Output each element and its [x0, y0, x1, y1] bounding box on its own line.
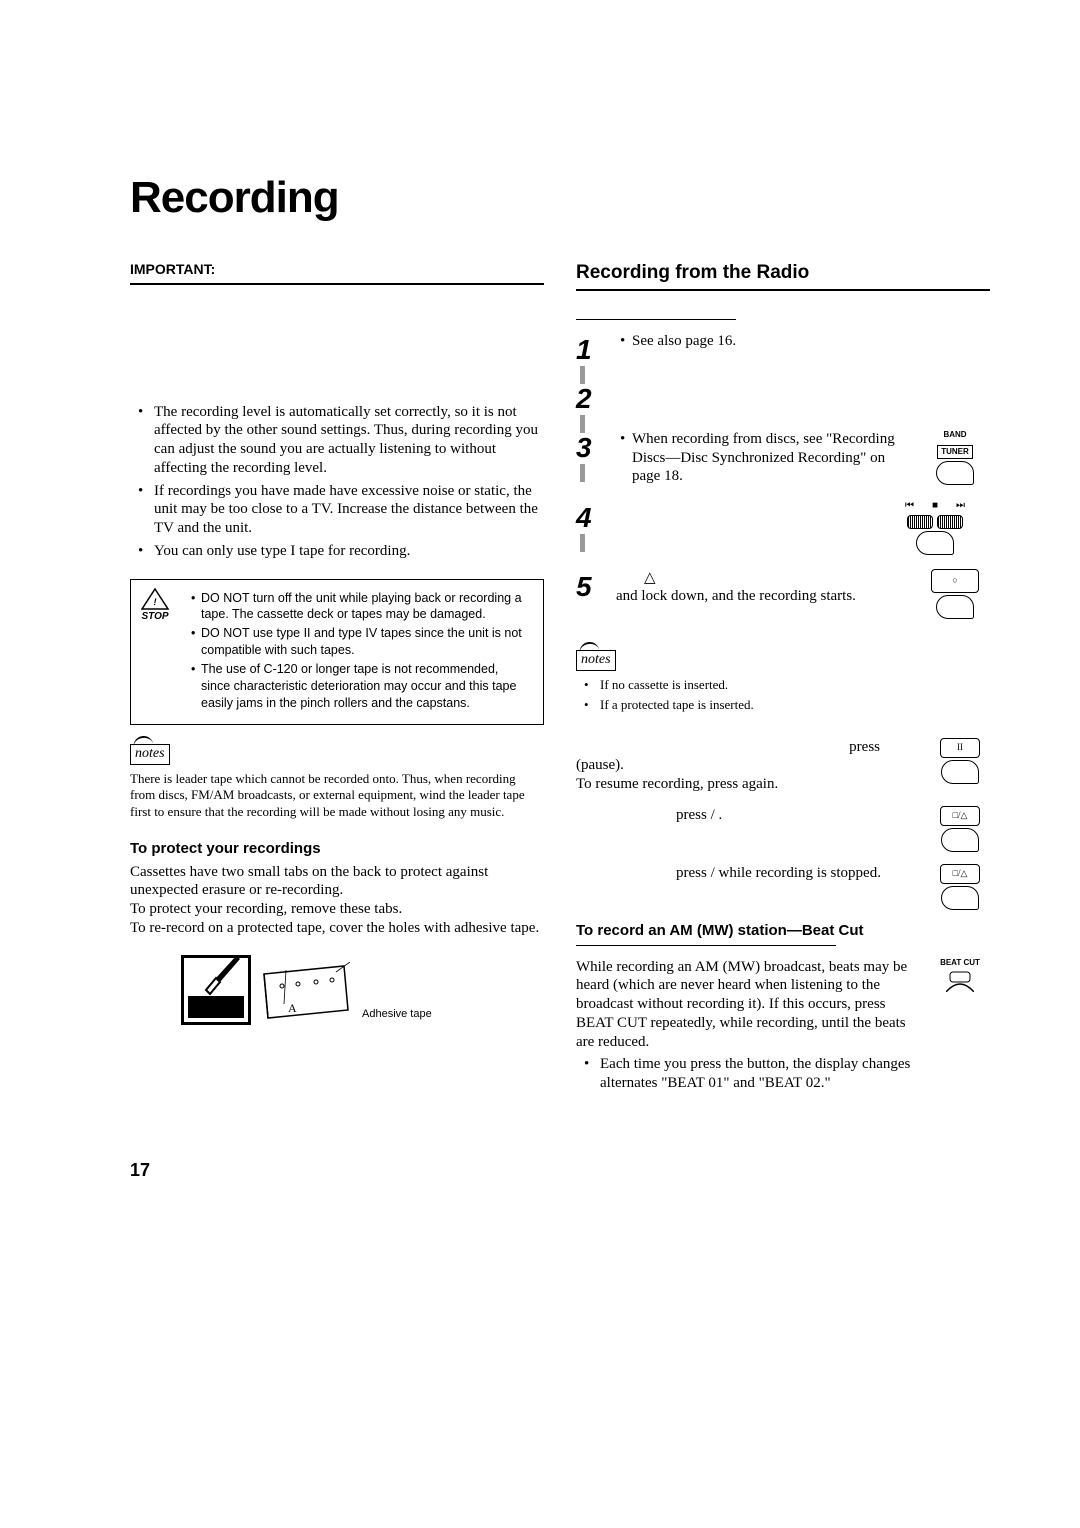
radio-rule — [576, 289, 990, 291]
two-column-layout: IMPORTANT: The recording level is automa… — [130, 261, 990, 1109]
beatcut-button-icon — [946, 970, 974, 992]
notes-right-2: If a protected tape is inserted. — [590, 697, 990, 713]
screwdriver-icon — [180, 954, 252, 1026]
pause-line-c: To resume recording, press again. — [576, 775, 920, 794]
intro-bullet-1: The recording level is automatically set… — [144, 403, 544, 478]
deck-buttons-icon — [880, 515, 990, 529]
svg-text:!: ! — [154, 597, 157, 607]
protect-p1: Cassettes have two small tabs on the bac… — [130, 863, 544, 901]
remove-illustration: □/△ — [930, 864, 990, 910]
warn-bullet-2: DO NOT use type II and type IV tapes sin… — [191, 625, 531, 659]
protect-p3: To re-record on a protected tape, cover … — [130, 919, 544, 938]
step-3-illustration: BAND TUNER — [920, 430, 990, 485]
stop-eject-button-icon: □/△ — [940, 864, 980, 884]
remove-press-text: press / while recording is stopped. — [676, 865, 881, 881]
protect-p2: To protect your recording, remove these … — [130, 900, 544, 919]
intro-bullets: The recording level is automatically set… — [130, 403, 544, 561]
step-4: 4 ⏮■⏭ — [576, 500, 990, 555]
pause-press-text: press — [849, 739, 880, 755]
step-5-illustration: ○ — [920, 569, 990, 619]
hand-press-icon — [936, 461, 974, 485]
step-3-number: 3 — [576, 430, 602, 465]
step-5-number: 5 — [576, 569, 602, 604]
notes-icon: notes — [576, 650, 616, 672]
step-1-number: 1 — [576, 332, 602, 367]
band-label: BAND — [920, 430, 990, 440]
step-1-bullet: See also page 16. — [620, 332, 990, 351]
pause-button-icon: II — [940, 738, 980, 758]
cassette-icon: A — [258, 962, 350, 1026]
stop-eject-button-icon: □/△ — [940, 806, 980, 826]
page-title: Recording — [130, 170, 990, 225]
important-heading: IMPORTANT: — [130, 261, 544, 279]
beatcut-label: BEAT CUT — [930, 958, 990, 968]
intro-bullet-2: If recordings you have made have excessi… — [144, 482, 544, 538]
warn-bullet-3: The use of C-120 or longer tape is not r… — [191, 661, 531, 712]
radio-rule-short — [576, 319, 736, 320]
stop-press-text: press / . — [676, 807, 722, 823]
svg-text:A: A — [288, 1001, 297, 1015]
step-1: 1 See also page 16. — [576, 332, 990, 367]
left-column: IMPORTANT: The recording level is automa… — [130, 261, 544, 1109]
stop-illustration: □/△ — [930, 806, 990, 852]
hand-press-icon — [941, 760, 979, 784]
beatcut-paragraph: While recording an AM (MW) broadcast, be… — [576, 959, 907, 1050]
notes-right-1: If no cassette is inserted. — [590, 677, 990, 693]
page-number: 17 — [130, 1159, 990, 1182]
step-2: 2 — [576, 381, 990, 416]
step-5-text: and lock down, and the recording starts. — [616, 588, 856, 604]
hand-press-icon — [916, 531, 954, 555]
stop-block: press / . □/△ — [576, 806, 990, 852]
beatcut-heading: To record an AM (MW) station—Beat Cut — [576, 922, 990, 941]
important-rule — [130, 283, 544, 285]
step-4-illustration: ⏮■⏭ — [880, 500, 990, 555]
step-3: 3 When recording from discs, see "Record… — [576, 430, 990, 486]
eject-icon: △ — [644, 570, 656, 586]
adhesive-tape-label: Adhesive tape — [362, 1008, 432, 1022]
remove-block: press / while recording is stopped. □/△ — [576, 864, 990, 910]
beatcut-rule — [576, 945, 836, 946]
recording-from-radio-heading: Recording from the Radio — [576, 261, 990, 285]
rec-button-icon: ○ — [931, 569, 979, 593]
warn-bullet-1: DO NOT turn off the unit while playing b… — [191, 590, 531, 624]
beatcut-bullet: Each time you press the button, the disp… — [590, 1055, 920, 1093]
notes-bullets-right: If no cassette is inserted. If a protect… — [576, 677, 990, 714]
notes-icon: notes — [130, 744, 170, 766]
intro-bullet-3: You can only use type I tape for recordi… — [144, 542, 544, 561]
step-2-number: 2 — [576, 381, 602, 416]
step-3-bullet: When recording from discs, see "Recordin… — [620, 430, 906, 486]
cassette-figure: A Adhesive tape — [180, 954, 544, 1026]
step-4-number: 4 — [576, 500, 602, 535]
stop-icon: ! STOP — [141, 588, 169, 624]
hand-press-icon — [941, 828, 979, 852]
tuner-button-icon: TUNER — [937, 445, 973, 459]
protect-heading: To protect your recordings — [130, 840, 544, 859]
beatcut-block: While recording an AM (MW) broadcast, be… — [576, 958, 990, 1097]
hand-press-icon — [941, 886, 979, 910]
warning-box: ! STOP DO NOT turn off the unit while pl… — [130, 579, 544, 725]
pause-line-b: (pause). — [576, 756, 920, 775]
rewind-forward-icon: ⏮■⏭ — [905, 500, 965, 513]
beatcut-illustration: BEAT CUT — [930, 958, 990, 1097]
pause-block: press (pause). To resume recording, pres… — [576, 738, 990, 794]
right-column: Recording from the Radio 1 See also page… — [576, 261, 990, 1109]
hand-press-icon — [936, 595, 974, 619]
notes-text-left: There is leader tape which cannot be rec… — [130, 771, 544, 820]
step-5: 5 △ and lock down, and the recording sta… — [576, 569, 990, 619]
pause-illustration: II — [930, 738, 990, 794]
